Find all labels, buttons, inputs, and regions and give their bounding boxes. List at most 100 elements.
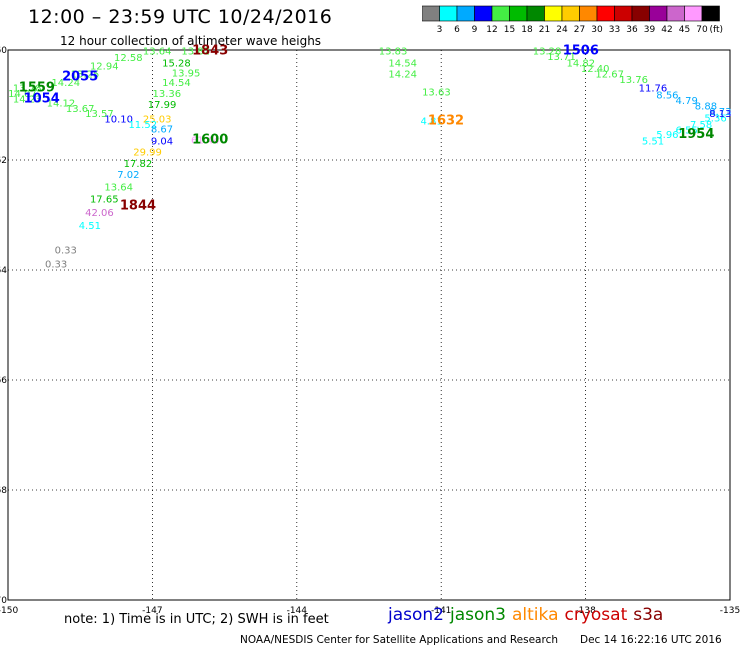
- colorbar-legend: 3 6 9 12 15 18 21 24 27 30 33 36 39 42 45 70 (ft): [422, 5, 724, 35]
- wave-height-label: 6.55: [676, 126, 698, 137]
- wave-height-label: 13.95: [172, 68, 201, 79]
- pass-time-label: 1954: [678, 127, 714, 142]
- wave-height-label: 14.54: [162, 78, 191, 89]
- wave-height-label: 13.57: [85, 109, 114, 120]
- wave-height-label: 4.79: [676, 96, 698, 107]
- pass-time-label: 1559: [19, 80, 55, 95]
- wave-height-label: 12.67: [595, 70, 624, 81]
- wave-height-label: 14.12: [47, 99, 76, 110]
- wave-height-label: 8.56: [656, 90, 678, 101]
- wave-height-label: 29.99: [133, 148, 162, 159]
- wave-height-label: 14.07: [8, 89, 37, 100]
- wave-height-label: 5.96: [656, 130, 678, 141]
- colorbar-tick-label: 6: [454, 25, 460, 35]
- y-tick-label: -62: [0, 156, 7, 166]
- colorbar-tick-label: 27: [574, 25, 585, 35]
- wave-height-label: 0.33: [55, 246, 77, 257]
- wave-height-label: 13.25: [71, 70, 100, 81]
- wave-height-label: 0.33: [45, 259, 67, 270]
- wave-height-label: 10.10: [104, 115, 133, 126]
- wave-height-label: 5.36: [704, 114, 726, 125]
- pass-time-label: 1632: [428, 113, 464, 128]
- x-tick-label: -144: [287, 606, 308, 616]
- units-note: note: 1) Time is in UTC; 2) SWH is in fe…: [64, 612, 329, 627]
- wave-height-label: 12.58: [114, 53, 143, 64]
- wave-height-label: 14.24: [388, 70, 417, 81]
- wave-height-label: 11.52: [128, 120, 157, 131]
- footer-timestamp: Dec 14 16:22:16 UTC 2016: [580, 634, 722, 646]
- colorbar-tick-label: 30: [591, 25, 603, 35]
- wave-height-label: 42.06: [85, 208, 114, 219]
- wave-height-label: 13.83: [379, 46, 408, 57]
- wave-height-label: 13.36: [153, 89, 182, 100]
- pass-time-label: 1054: [24, 91, 60, 106]
- satellite-name: altika: [512, 605, 559, 625]
- wave-height-label: 13.63: [422, 88, 451, 99]
- colorbar-tick-label: 21: [539, 25, 550, 35]
- wave-height-label: 13.67: [66, 104, 95, 115]
- satellite-name: cryosat: [564, 605, 628, 625]
- x-tick-label: -141: [431, 606, 451, 616]
- plot-frame: [7, 49, 731, 601]
- wave-height-label: 8.13: [709, 109, 731, 120]
- wave-height-label: 13.28: [533, 46, 562, 57]
- wave-height-label: 17.99: [148, 100, 177, 111]
- pass-time-label: 2055: [62, 69, 98, 84]
- footer-credit: NOAA/NESDIS Center for Satellite Applica…: [240, 634, 558, 646]
- colorbar-swatch: [701, 5, 720, 22]
- x-tick-label: -138: [575, 606, 596, 616]
- satellite-name: jason2: [388, 605, 444, 625]
- wave-height-label: 4.51: [79, 221, 101, 232]
- colorbar-tick-label: 24: [556, 25, 568, 35]
- y-tick-label: -68: [0, 486, 7, 496]
- colorbar-unit-label: (ft): [710, 25, 724, 35]
- wave-height-label: 12.94: [90, 61, 119, 72]
- colorbar-tick-label: 33: [609, 25, 620, 35]
- satellite-name: jason3: [450, 605, 506, 625]
- wave-height-label: 7.02: [117, 170, 139, 181]
- pass-time-label: 1844: [120, 199, 156, 214]
- x-tick-label: -147: [142, 606, 162, 616]
- wave-height-label: 11.76: [639, 83, 668, 94]
- wave-height-label: 61.44: [191, 136, 220, 147]
- wave-height-label: 8.73: [709, 107, 731, 118]
- satellite-legend: jason2 jason3 altika cryosat s3a: [388, 605, 669, 625]
- wave-height-label: 13.82: [181, 46, 210, 57]
- wave-height-label: 13.76: [619, 75, 648, 86]
- wave-height-label: 12.40: [581, 64, 610, 75]
- pass-time-label: 1843: [192, 43, 228, 58]
- y-tick-label: -60: [0, 46, 7, 56]
- wave-height-label: 5.51: [642, 137, 664, 148]
- wave-height-label: 13.64: [104, 182, 133, 193]
- wave-height-label: 17.65: [90, 194, 119, 205]
- y-tick-label: -70: [0, 596, 7, 606]
- colorbar-tick-label: 18: [521, 25, 533, 35]
- pass-time-label: 1506: [563, 43, 599, 58]
- x-tick-label: -135: [720, 606, 740, 616]
- colorbar-tick-label: 15: [504, 25, 515, 35]
- wave-height-label: 14.24: [51, 78, 80, 89]
- colorbar-tick-label: 70: [696, 25, 708, 35]
- colorbar-tick-label: 39: [644, 25, 656, 35]
- wave-height-label: 14.23: [13, 94, 42, 105]
- wave-height-label: 13.64: [143, 46, 172, 57]
- x-tick-label: -150: [0, 606, 18, 616]
- colorbar-tick-label: 42: [661, 25, 672, 35]
- wave-height-label: 17.82: [124, 159, 153, 170]
- colorbar-tick-label: 9: [472, 25, 478, 35]
- wave-height-label: 14.82: [566, 59, 595, 70]
- colorbar-tick-label: 12: [486, 25, 497, 35]
- colorbar-tick-label: 45: [679, 25, 690, 35]
- wave-height-label: 9.04: [151, 137, 173, 148]
- wave-height-label: 13.78: [13, 83, 42, 94]
- colorbar-tick-label: 36: [626, 25, 638, 35]
- wave-height-label: 15.28: [162, 59, 191, 70]
- chart-title: 12:00 – 23:59 UTC 10/24/2016: [28, 6, 333, 28]
- chart-subtitle: 12 hour collection of altimeter wave hei…: [60, 34, 322, 48]
- wave-height-label: 7.58: [690, 120, 712, 131]
- wave-height-label: 25.03: [143, 115, 172, 126]
- wave-height-label: 8.88: [695, 101, 717, 112]
- y-tick-label: -64: [0, 266, 7, 276]
- satellite-name: s3a: [633, 605, 664, 625]
